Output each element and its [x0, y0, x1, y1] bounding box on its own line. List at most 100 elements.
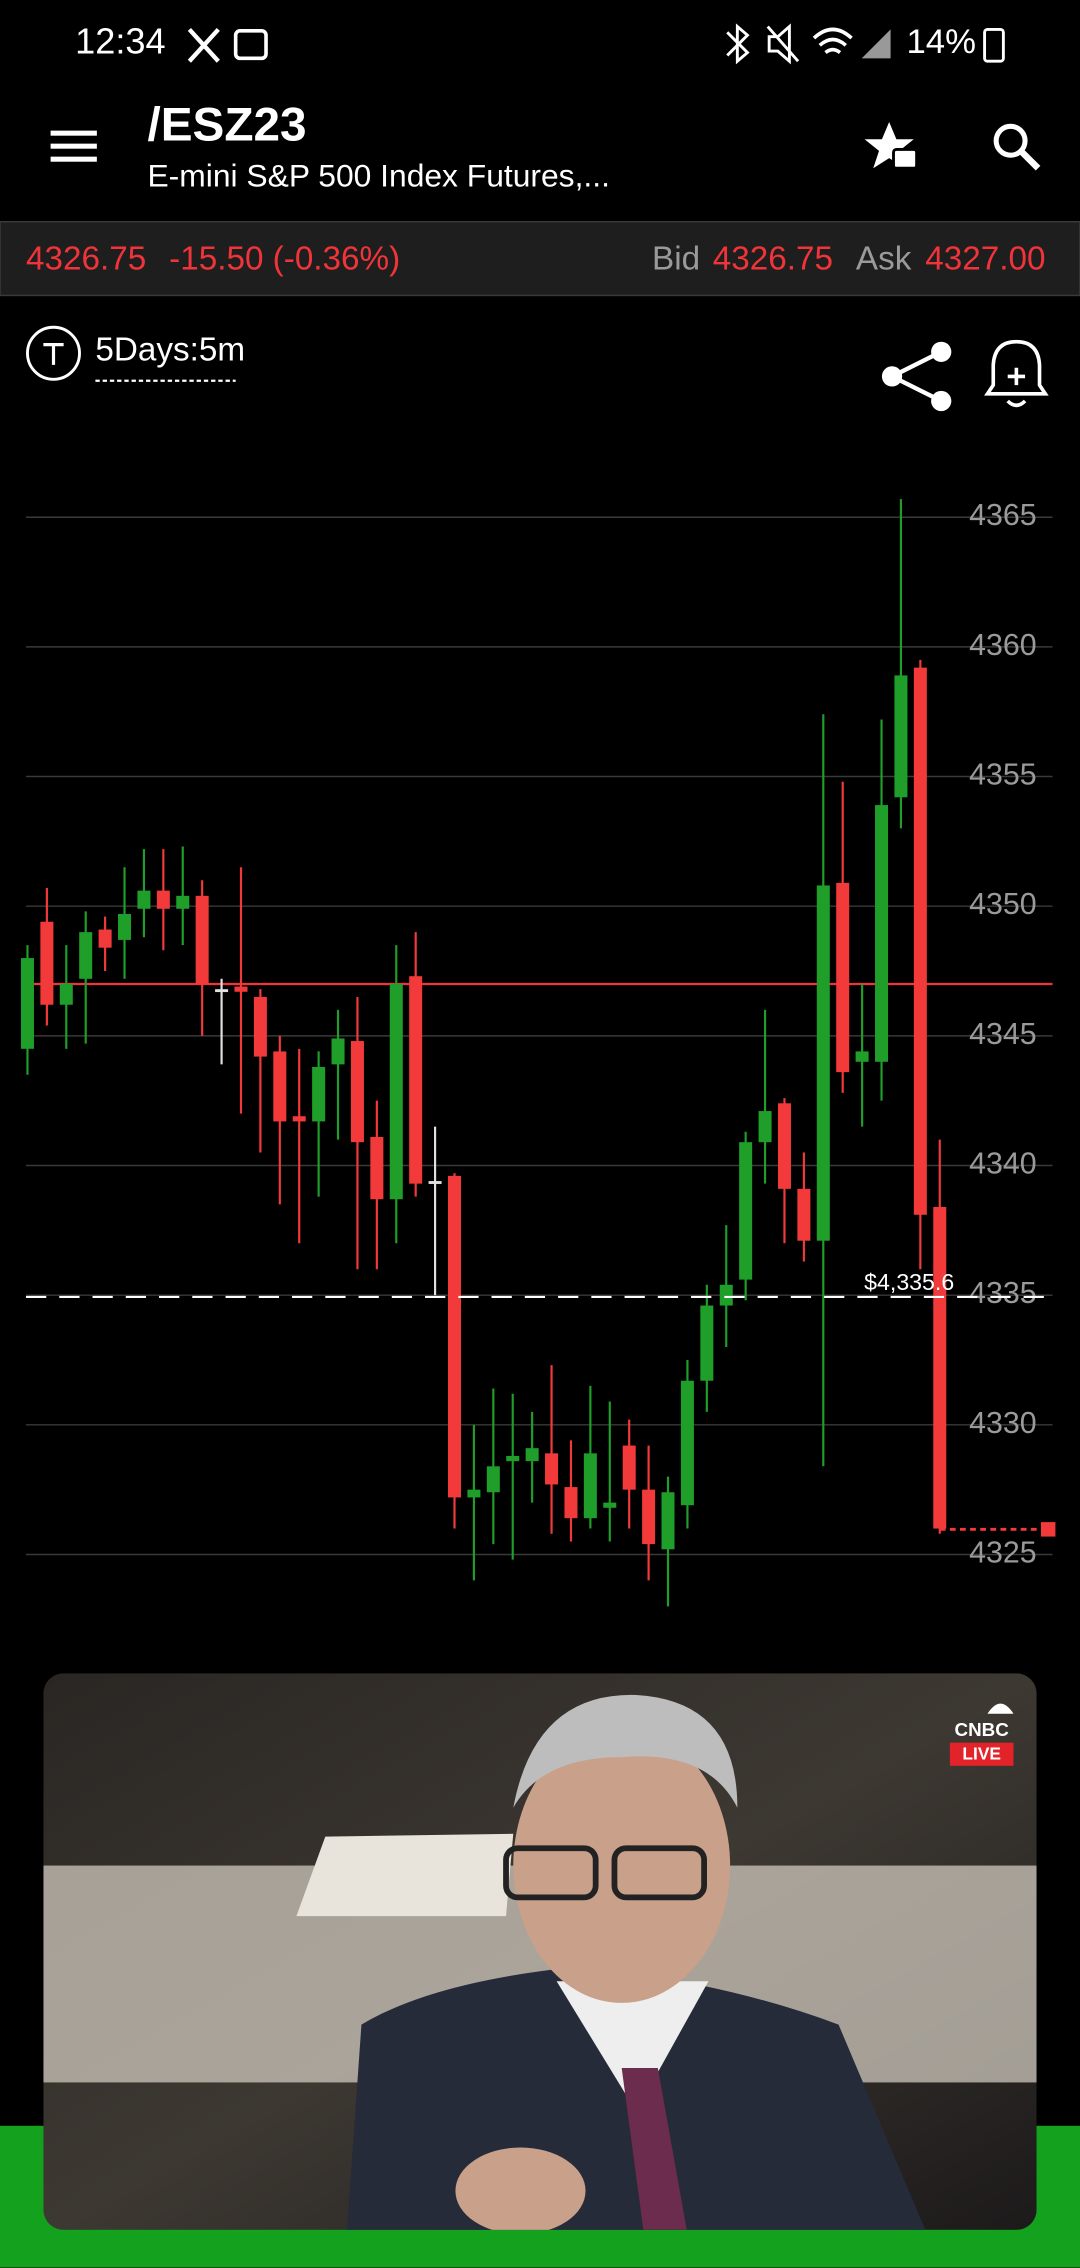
y-tick-label: 4335 [969, 1277, 1037, 1310]
theme-button[interactable] [26, 325, 81, 381]
symbol: /ESZ23 [147, 98, 306, 151]
y-tick-label: 4360 [969, 629, 1037, 662]
candle-body [234, 986, 248, 992]
timeframe-selector[interactable]: 5Days:5m [95, 332, 245, 369]
last-price: 4326.75 [26, 241, 146, 278]
candle-body [564, 1487, 578, 1519]
video-glasses-right [611, 1845, 707, 1901]
candle-body [875, 805, 889, 1062]
alert-button[interactable] [984, 339, 1049, 408]
gallery-icon [233, 29, 268, 61]
candle-body [719, 1284, 733, 1306]
candle-body [331, 1038, 345, 1065]
candle-body [273, 1051, 287, 1122]
candle-body [680, 1380, 694, 1506]
candle-body [137, 890, 151, 909]
status-bar: 12:34 14% [75, 20, 1005, 65]
live-badge: LIVE [962, 1744, 1001, 1764]
video-shirt [556, 1981, 709, 2112]
candle-body [195, 895, 209, 984]
candle-body [758, 1111, 772, 1143]
candle-body [253, 996, 267, 1057]
candle-body [292, 1116, 306, 1122]
ask-price: 4327.00 [925, 241, 1045, 278]
instrument-name: E-mini S&P 500 Index Futures,... [147, 158, 609, 194]
candle-body [350, 1041, 364, 1143]
candle-body [40, 921, 54, 1005]
y-tick-label: 4365 [969, 499, 1037, 532]
bluetooth-icon [726, 23, 750, 65]
mute-icon [766, 23, 800, 65]
candle-body [156, 890, 170, 909]
candle-body [59, 983, 73, 1005]
video-hair [513, 1694, 738, 1808]
y-tick-label: 4345 [969, 1018, 1037, 1051]
candle-body [836, 882, 850, 1073]
app-header: /ESZ23 E-mini S&P 500 Index Futures,... [50, 98, 1041, 194]
candle-body [215, 989, 229, 993]
wifi-icon [812, 27, 853, 55]
price-change: -15.50 (-0.36%) [169, 241, 400, 278]
candle-body [661, 1492, 675, 1550]
theme-icon [43, 343, 64, 365]
live-badge-bg [949, 1742, 1014, 1766]
marker-label: $4,335.6 [864, 1269, 954, 1295]
candle-body [79, 932, 93, 979]
video-face [513, 1728, 731, 2003]
cnbc-peacock [987, 1703, 1014, 1714]
candle-body [603, 1502, 617, 1508]
y-tick-label: 4325 [969, 1536, 1037, 1569]
quote-bar: 4326.75 -15.50 (-0.36%) Bid 4326.75 Ask … [0, 220, 1080, 297]
candle-body [855, 1051, 869, 1062]
battery-level: 14% [907, 23, 976, 61]
candle-body [700, 1305, 714, 1381]
candle-body [409, 976, 423, 1184]
candle-body [583, 1453, 597, 1519]
search-button[interactable] [993, 123, 1041, 171]
candle-body [545, 1453, 559, 1485]
candle-body [739, 1142, 753, 1280]
y-tick-label: 4355 [969, 759, 1037, 792]
video-tie [621, 2067, 687, 2230]
clock: 12:34 [75, 20, 165, 61]
cnbc-badge: CNBC [955, 1719, 1010, 1740]
candle-body [467, 1489, 481, 1498]
ask-label: Ask [856, 241, 912, 278]
candle-body [913, 667, 927, 1215]
candle-body [447, 1175, 462, 1498]
watchlist-button[interactable] [864, 121, 914, 169]
price-chart: 4325 4330 4335 4340 4345 4350 4355 4360 4365 $4,3… [20, 499, 1056, 1607]
last-price-tag [1040, 1522, 1056, 1537]
video-player[interactable]: CNBC LIVE [43, 1673, 1037, 2234]
candle-body [486, 1466, 500, 1493]
candle-body [176, 895, 190, 909]
candle-body [525, 1448, 539, 1462]
y-tick-label: 4340 [969, 1148, 1037, 1181]
candle-body [389, 983, 403, 1200]
y-tick-label: 4330 [969, 1407, 1037, 1440]
bid-label: Bid [652, 241, 700, 278]
video-nameplate [296, 1833, 514, 1917]
candle-body [370, 1136, 384, 1200]
menu-button[interactable] [50, 130, 97, 162]
bid-price: 4326.75 [713, 241, 833, 278]
candle-body [98, 929, 112, 948]
share-button[interactable] [881, 341, 952, 412]
y-tick-label: 4350 [969, 888, 1037, 921]
candle-body [642, 1489, 656, 1545]
candle-body [20, 958, 34, 1049]
watchlist-badge [892, 147, 919, 170]
candle-body [777, 1103, 791, 1189]
x-icon [187, 27, 220, 63]
candle-body [118, 913, 132, 940]
battery-icon [983, 27, 1005, 63]
candle-body [816, 885, 830, 1241]
candle-body [428, 1181, 442, 1184]
candle-body [506, 1455, 520, 1462]
candle-body [622, 1445, 636, 1490]
video-glasses-left [503, 1845, 599, 1901]
video-hand [455, 2147, 586, 2230]
candle-body [797, 1188, 811, 1241]
